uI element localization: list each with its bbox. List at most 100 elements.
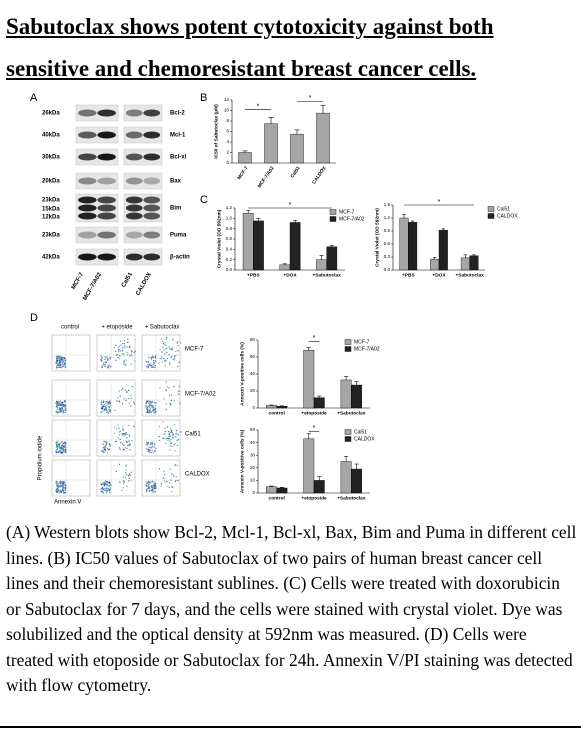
event-dot (102, 362, 105, 365)
event-dot (120, 441, 122, 444)
event-dot (163, 437, 165, 440)
event-dot (177, 479, 179, 482)
event-dot (165, 389, 167, 391)
event-dot (125, 364, 127, 367)
event-dot (120, 489, 123, 491)
event-dot (105, 487, 108, 490)
event-dot (60, 363, 62, 366)
blot-band (125, 212, 143, 220)
event-dot (62, 358, 65, 361)
event-dot (64, 492, 67, 494)
event-dot (145, 401, 148, 404)
kda-label: 23kDa (42, 233, 60, 239)
event-dot (55, 484, 58, 486)
event-dot (105, 442, 107, 444)
event-dot (105, 446, 107, 448)
legend-label: MCF-7/A02 (339, 216, 365, 222)
event-dot (64, 483, 67, 485)
event-dot (102, 405, 105, 407)
event-dot (145, 444, 147, 446)
event-dot (169, 362, 171, 364)
event-dot (149, 403, 151, 405)
event-dot (170, 438, 172, 440)
event-dot (127, 338, 129, 340)
event-dot (105, 403, 107, 405)
event-dot (166, 480, 169, 483)
event-dot (148, 446, 151, 448)
event-dot (128, 434, 130, 436)
row-label: MCF-7 (185, 347, 204, 353)
blot-strip (123, 148, 163, 166)
event-dot (115, 470, 118, 473)
event-dot (124, 472, 127, 474)
event-dot (57, 485, 59, 487)
event-dot (64, 450, 67, 452)
event-dot (62, 486, 64, 489)
event-dot (154, 482, 157, 485)
bar (408, 222, 418, 271)
event-dot (104, 365, 106, 368)
event-dot (168, 437, 170, 440)
column-label: + etoposide (101, 325, 133, 331)
event-dot (179, 402, 181, 404)
event-dot (61, 361, 64, 364)
event-dot (57, 443, 59, 446)
x-tick-label: +Sabutoclax (337, 495, 366, 501)
event-dot (173, 424, 175, 426)
event-dot (100, 407, 103, 410)
event-dot (62, 363, 64, 366)
event-dot (60, 355, 62, 358)
event-dot (166, 336, 168, 339)
event-dot (171, 432, 174, 434)
event-dot (145, 406, 147, 408)
event-dot (100, 488, 103, 490)
event-dot (153, 446, 155, 448)
significance-label: * (257, 103, 260, 110)
event-dot (155, 447, 157, 450)
event-dot (125, 473, 128, 476)
event-dot (56, 451, 58, 453)
event-dot (59, 355, 61, 358)
blot-band (97, 177, 116, 185)
y-axis-label: Annexin V-positive cells (%) (239, 342, 245, 406)
event-dot (107, 365, 109, 368)
event-dot (60, 404, 62, 407)
event-dot (57, 362, 59, 365)
event-dot (58, 491, 60, 494)
event-dot (55, 362, 57, 364)
event-dot (148, 485, 150, 488)
event-dot (147, 450, 150, 453)
event-dot (157, 435, 160, 438)
event-dot (63, 360, 65, 362)
event-dot (127, 389, 130, 392)
event-dot (150, 443, 152, 445)
blot-strip (75, 226, 119, 244)
event-dot (100, 402, 102, 404)
blot-strip (75, 148, 119, 166)
event-dot (159, 357, 161, 360)
event-dot (172, 475, 175, 477)
event-dot (119, 481, 121, 484)
cell-line-label: Cal51 (121, 271, 135, 288)
event-dot (123, 354, 125, 357)
event-dot (65, 409, 67, 412)
y-tick-label: 80 (250, 337, 256, 342)
event-dot (64, 485, 67, 487)
event-dot (105, 401, 107, 403)
bar (340, 379, 352, 409)
blot-band (78, 231, 97, 239)
event-dot (154, 356, 157, 358)
event-dot (169, 402, 171, 404)
x-tick-label: +PBS (247, 272, 260, 278)
legend-label: Cal51 (354, 429, 367, 435)
event-dot (101, 357, 103, 360)
kda-label: 26kDa (42, 111, 60, 117)
blot-band (143, 212, 161, 220)
event-dot (174, 450, 176, 452)
event-dot (107, 482, 110, 484)
event-dot (177, 434, 179, 436)
blot-band (78, 153, 97, 161)
event-dot (117, 437, 120, 439)
event-dot (61, 408, 63, 410)
blot-band (143, 231, 161, 239)
